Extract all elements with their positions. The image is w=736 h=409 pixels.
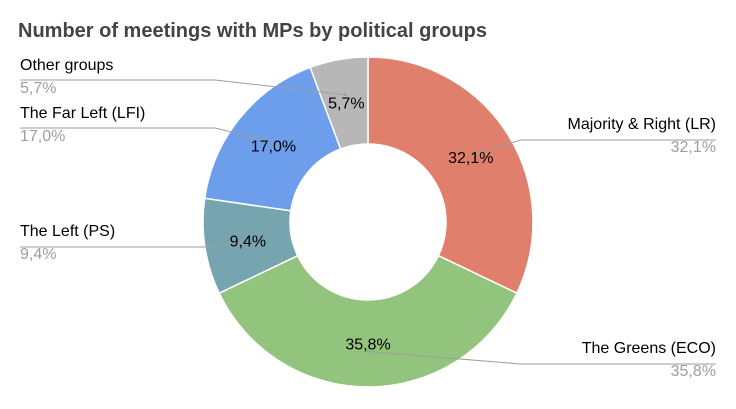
leader-dot-the-left-ps <box>238 239 242 243</box>
slice-value-label-majority-right-lr: 32,1% <box>448 150 493 167</box>
leader-line-the-left-ps <box>20 240 241 248</box>
slice-the-far-left-lfi <box>203 66 342 212</box>
slice-value-label-the-greens-eco: 35,8% <box>345 337 390 354</box>
leader-dot-the-greens-eco <box>366 350 370 353</box>
category-percent-the-greens-eco: 35,8% <box>671 363 716 380</box>
leader-line-other-groups <box>20 79 345 96</box>
chart-title: Number of meetings with MPs by political… <box>18 20 487 42</box>
slice-majority-right-lr <box>367 56 534 295</box>
leader-line-the-far-left-lfi <box>20 127 268 142</box>
category-label-the-greens-eco: The Greens (ECO) <box>582 340 716 357</box>
slice-other-groups <box>309 56 369 150</box>
leader-dot-majority-right-lr <box>476 151 480 155</box>
category-label-the-far-left-lfi: The Far Left (LFI) <box>20 105 145 122</box>
category-percent-other-groups: 5,7% <box>20 80 56 97</box>
slice-value-label-the-left-ps: 9,4% <box>230 233 266 250</box>
slice-the-greens-eco <box>218 254 518 388</box>
slice-value-label-the-far-left-lfi: 17,0% <box>251 139 296 156</box>
slice-value-label-other-groups: 5,7% <box>328 95 364 112</box>
leader-dot-the-far-left-lfi <box>265 139 269 143</box>
leader-line-majority-right-lr <box>477 139 716 154</box>
category-label-the-left-ps: The Left (PS) <box>20 223 115 240</box>
category-percent-the-far-left-lfi: 17,0% <box>20 128 65 145</box>
category-label-other-groups: Other groups <box>20 57 113 74</box>
category-percent-the-left-ps: 9,4% <box>20 246 56 263</box>
leader-line-the-greens-eco <box>367 351 716 365</box>
category-percent-majority-right-lr: 32,1% <box>671 139 716 156</box>
leader-dot-other-groups <box>343 93 347 97</box>
category-label-majority-right-lr: Majority & Right (LR) <box>568 116 716 133</box>
